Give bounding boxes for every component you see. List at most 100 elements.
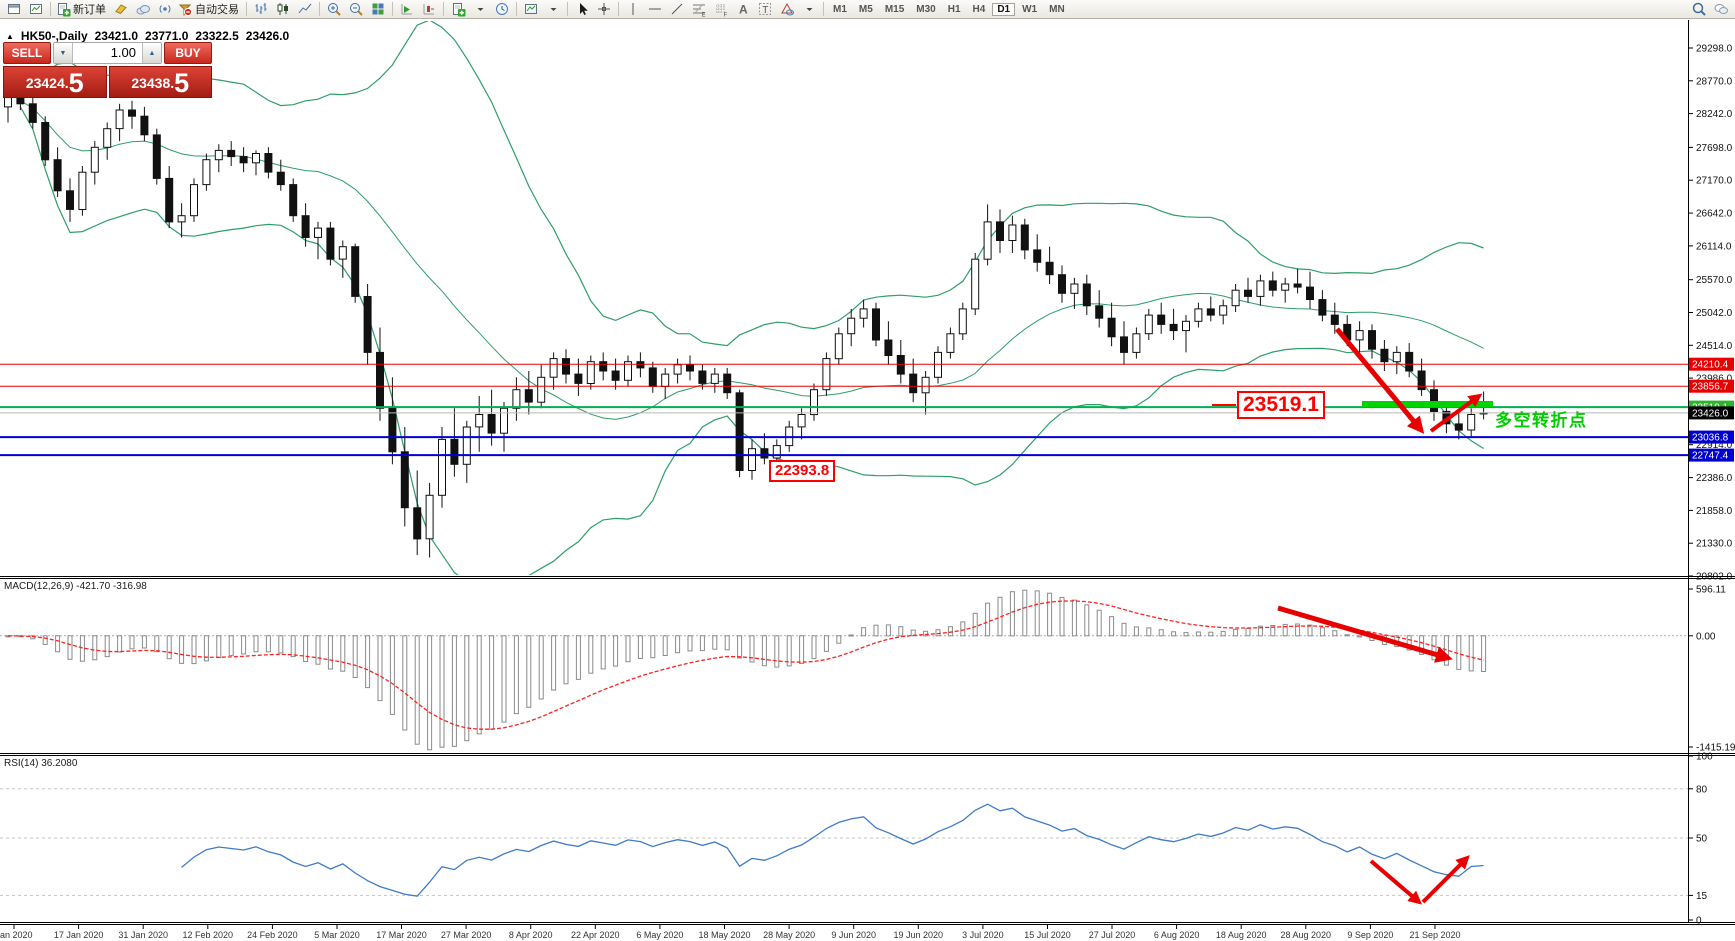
svg-text:22747.4: 22747.4 bbox=[1692, 451, 1729, 462]
collapse-arrow-icon[interactable]: ▲ bbox=[6, 31, 14, 41]
zoom-in-icon[interactable] bbox=[323, 1, 345, 18]
templates-icon[interactable] bbox=[447, 1, 469, 18]
shapes-caret-icon[interactable] bbox=[798, 1, 820, 18]
price-axis: 29298.0 28770.0 28242.0 27698.0 27170.0 26642… bbox=[1688, 44, 1733, 583]
chart-preview-caret-icon[interactable] bbox=[542, 1, 564, 18]
grid-tool-icon[interactable]: F bbox=[710, 1, 732, 18]
timeframe-H4[interactable]: H4 bbox=[972, 3, 986, 15]
green-support-bar[interactable] bbox=[1362, 401, 1493, 407]
horizontal-line-icon[interactable] bbox=[644, 1, 666, 18]
text-tool-icon[interactable]: A bbox=[732, 1, 754, 18]
volume-decrease-button[interactable]: ▼ bbox=[54, 43, 73, 63]
label-tool-icon[interactable]: T bbox=[754, 1, 776, 18]
zoom-out-icon[interactable] bbox=[345, 1, 367, 18]
fibonacci-icon[interactable]: E bbox=[688, 1, 710, 18]
timeframe-D1[interactable]: D1 bbox=[992, 2, 1016, 16]
toolbar-separator bbox=[246, 2, 247, 16]
templates-caret-icon[interactable] bbox=[469, 1, 491, 18]
timeframe-W1[interactable]: W1 bbox=[1022, 3, 1038, 15]
svg-text:25042.0: 25042.0 bbox=[1696, 308, 1733, 319]
sell-price-box[interactable]: 23424. 5 bbox=[3, 66, 107, 98]
red-trend-arrow-5[interactable] bbox=[1421, 855, 1470, 904]
svg-text:18 Aug 2020: 18 Aug 2020 bbox=[1216, 930, 1267, 940]
price-level-annotation-23519[interactable]: 23519.1 bbox=[1237, 391, 1325, 420]
buy-button[interactable]: BUY bbox=[164, 42, 212, 64]
price-label-23036.8: 23036.8 bbox=[1689, 430, 1734, 444]
tile-windows-icon[interactable] bbox=[367, 1, 389, 18]
svg-text:27 Mar 2020: 27 Mar 2020 bbox=[441, 930, 492, 940]
sell-button[interactable]: SELL bbox=[3, 42, 51, 64]
volume-field[interactable]: 1.00 bbox=[73, 43, 142, 63]
macd-signal-line bbox=[7, 600, 1484, 730]
turning-point-note[interactable]: 多空转折点 bbox=[1495, 411, 1588, 430]
svg-text:23986.0: 23986.0 bbox=[1696, 374, 1733, 385]
indicator-window-icon[interactable] bbox=[25, 1, 47, 18]
svg-text:28770.0: 28770.0 bbox=[1696, 76, 1733, 87]
crosshair-icon[interactable] bbox=[593, 1, 615, 18]
timeframe-H1[interactable]: H1 bbox=[947, 3, 961, 15]
svg-text:22 Apr 2020: 22 Apr 2020 bbox=[571, 930, 620, 940]
charts-window-icon[interactable] bbox=[3, 1, 25, 18]
styles-icon[interactable] bbox=[110, 1, 132, 18]
svg-text:15 Jul 2020: 15 Jul 2020 bbox=[1024, 930, 1071, 940]
toolbar-separator bbox=[50, 2, 51, 16]
svg-text:0: 0 bbox=[1696, 916, 1702, 927]
svg-text:31 Jan 2020: 31 Jan 2020 bbox=[118, 930, 168, 940]
volume-increase-button[interactable]: ▲ bbox=[142, 43, 161, 63]
sell-price-big-digit: 5 bbox=[68, 68, 84, 99]
svg-text:28242.0: 28242.0 bbox=[1696, 109, 1733, 120]
candlestick-chart-icon[interactable] bbox=[272, 1, 294, 18]
symbol-period-label: HK50-,Daily bbox=[20, 29, 88, 43]
chart-preview-icon[interactable] bbox=[520, 1, 542, 18]
svg-text:24514.0: 24514.0 bbox=[1696, 341, 1733, 352]
svg-text:21 Sep 2020: 21 Sep 2020 bbox=[1409, 930, 1460, 940]
timeframe-M5[interactable]: M5 bbox=[858, 3, 873, 15]
period-clock-icon[interactable] bbox=[491, 1, 513, 18]
chart-shift-icon[interactable] bbox=[418, 1, 440, 18]
svg-text:25570.0: 25570.0 bbox=[1696, 275, 1733, 286]
cursor-icon[interactable] bbox=[571, 1, 593, 18]
ohlc-close: 23426.0 bbox=[245, 29, 290, 43]
candlesticks bbox=[4, 82, 1488, 558]
auto-trading-button[interactable]: 自动交易 bbox=[176, 1, 243, 18]
svg-text:24210.4: 24210.4 bbox=[1692, 360, 1729, 371]
buy-price-big-digit: 5 bbox=[174, 68, 190, 99]
red-trend-arrow-1[interactable] bbox=[1335, 327, 1425, 434]
svg-text:28 May 2020: 28 May 2020 bbox=[763, 930, 815, 940]
red-trend-arrow-2[interactable] bbox=[1429, 393, 1483, 433]
price-label-24210.4: 24210.4 bbox=[1689, 357, 1734, 371]
trend-line-icon[interactable] bbox=[666, 1, 688, 18]
chart-title: ▲ HK50-,Daily 23421.0 23771.0 23322.5 23… bbox=[6, 29, 289, 43]
community-chat-icon[interactable] bbox=[1710, 1, 1732, 18]
svg-text:23426.0: 23426.0 bbox=[1692, 408, 1729, 419]
one-click-trading-panel: SELL ▼ 1.00 ▲ BUY 23424. 5 23438. 5 bbox=[3, 42, 212, 98]
bar-chart-icon[interactable] bbox=[250, 1, 272, 18]
cloud-icon[interactable] bbox=[132, 1, 154, 18]
timeframe-M1[interactable]: M1 bbox=[833, 3, 847, 15]
timeframe-MN[interactable]: MN bbox=[1049, 3, 1065, 15]
signals-icon[interactable] bbox=[154, 1, 176, 18]
bollinger-bands bbox=[19, 21, 1484, 575]
vertical-line-icon[interactable] bbox=[622, 1, 644, 18]
auto-scroll-icon[interactable] bbox=[396, 1, 418, 18]
timeframe-M15[interactable]: M15 bbox=[884, 3, 905, 15]
red-trend-arrow-4[interactable] bbox=[1369, 859, 1423, 905]
toolbar-separator bbox=[319, 2, 320, 16]
price-level-annotation-22393[interactable]: 22393.8 bbox=[769, 460, 836, 482]
timeframe-M30[interactable]: M30 bbox=[916, 3, 936, 15]
svg-text:9 Jun 2020: 9 Jun 2020 bbox=[831, 930, 876, 940]
macd-label: MACD(12,26,9) -421.70 -316.98 bbox=[4, 581, 147, 592]
search-icon[interactable] bbox=[1688, 1, 1710, 18]
buy-price-box[interactable]: 23438. 5 bbox=[108, 66, 212, 99]
svg-text:24 Feb 2020: 24 Feb 2020 bbox=[247, 930, 298, 940]
svg-text:Jan 2020: Jan 2020 bbox=[0, 930, 33, 940]
price-label-22747.4: 22747.4 bbox=[1689, 448, 1734, 462]
price-label-23856.7: 23856.7 bbox=[1689, 379, 1734, 393]
toolbar-separator bbox=[823, 2, 824, 16]
new-order-button[interactable]: 新订单 bbox=[54, 1, 110, 18]
line-chart-icon[interactable] bbox=[294, 1, 316, 18]
red-trend-arrow-3[interactable] bbox=[1277, 605, 1453, 663]
shapes-icon[interactable] bbox=[776, 1, 798, 18]
